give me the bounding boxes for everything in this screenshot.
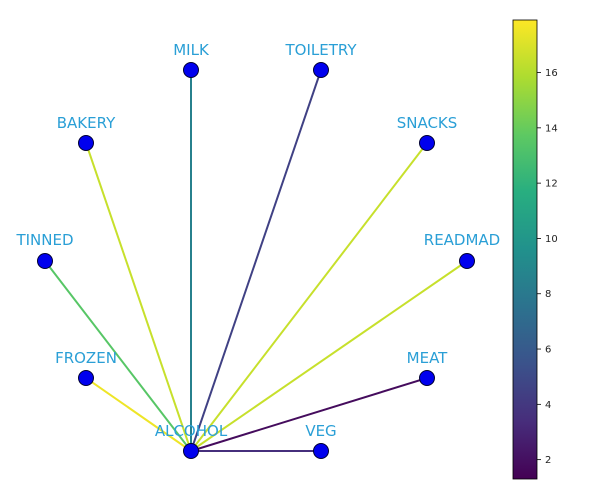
node-label-veg: VEG [305, 422, 336, 440]
edge-alcohol-meat [190, 377, 428, 452]
edge-alcohol-readmad [190, 260, 468, 452]
colorbar-tick-label: 6 [545, 345, 551, 356]
node-label-bakery: BAKERY [57, 114, 116, 132]
nodes [37, 62, 475, 459]
node-readmad [459, 253, 475, 269]
node-label-frozen: FROZEN [55, 349, 117, 367]
colorbar-tick-label: 14 [545, 123, 558, 134]
colorbar: 2 4 6 8 10 12 14 16 [512, 19, 558, 480]
node-label-snacks: SNACKS [397, 114, 458, 132]
edge-alcohol-frozen [85, 377, 192, 452]
colorbar-ticks: 2 4 6 8 10 12 14 16 [537, 68, 558, 466]
node-bakery [78, 135, 94, 151]
colorbar-tick-label: 16 [545, 68, 558, 79]
node-frozen [78, 370, 94, 386]
edge-alcohol-snacks [190, 142, 428, 452]
node-tinned [37, 253, 53, 269]
node-labels: MILK TOILETRY BAKERY SNACKS TINNED READMAD FRO… [15, 41, 500, 440]
colorbar-tick-label: 2 [545, 455, 551, 466]
colorbar-gradient [512, 19, 538, 480]
node-label-readmad: READMAD [424, 231, 500, 249]
node-milk [183, 62, 199, 78]
node-label-tinned: TINNED [15, 231, 73, 249]
colorbar-tick-label: 8 [545, 289, 551, 300]
node-snacks [419, 135, 435, 151]
node-label-alcohol: ALCOHOL [155, 422, 228, 440]
edges [44, 69, 468, 452]
colorbar-tick-label: 12 [545, 179, 558, 190]
edge-alcohol-toiletry [190, 69, 322, 452]
node-label-toiletry: TOILETRY [284, 41, 357, 59]
edge-alcohol-bakery [85, 142, 192, 452]
node-label-milk: MILK [173, 41, 210, 59]
node-label-meat: MEAT [407, 349, 449, 367]
node-meat [419, 370, 435, 386]
edge-alcohol-tinned [44, 260, 192, 452]
colorbar-tick-label: 10 [545, 234, 558, 245]
node-alcohol [183, 443, 199, 459]
colorbar-tick-label: 4 [545, 400, 551, 411]
node-veg [313, 443, 329, 459]
node-toiletry [313, 62, 329, 78]
